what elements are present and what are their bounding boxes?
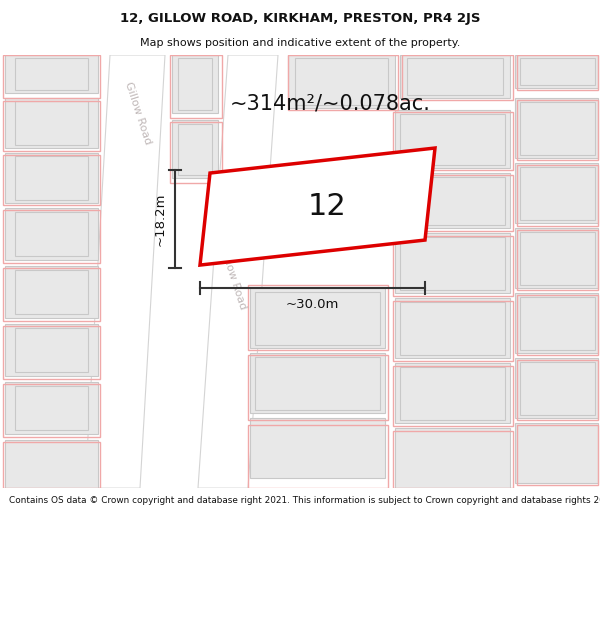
Polygon shape bbox=[520, 102, 595, 155]
Polygon shape bbox=[5, 382, 98, 434]
Polygon shape bbox=[15, 270, 88, 314]
Polygon shape bbox=[395, 363, 510, 423]
Polygon shape bbox=[400, 114, 505, 165]
Polygon shape bbox=[85, 55, 165, 488]
Polygon shape bbox=[400, 55, 510, 98]
Polygon shape bbox=[400, 302, 505, 355]
Text: ~314m²/~0.078ac.: ~314m²/~0.078ac. bbox=[230, 93, 430, 113]
Polygon shape bbox=[178, 58, 212, 110]
Polygon shape bbox=[515, 55, 598, 88]
Polygon shape bbox=[520, 297, 595, 350]
Polygon shape bbox=[255, 357, 380, 410]
Polygon shape bbox=[250, 288, 385, 348]
Text: Gillow Road: Gillow Road bbox=[218, 246, 248, 311]
Polygon shape bbox=[395, 298, 510, 358]
Polygon shape bbox=[395, 110, 510, 168]
Polygon shape bbox=[288, 55, 395, 108]
Polygon shape bbox=[5, 266, 98, 318]
Text: ~30.0m: ~30.0m bbox=[286, 298, 339, 311]
Polygon shape bbox=[15, 386, 88, 430]
Polygon shape bbox=[5, 153, 98, 203]
Polygon shape bbox=[520, 58, 595, 85]
Polygon shape bbox=[5, 208, 98, 260]
Polygon shape bbox=[400, 237, 505, 290]
Polygon shape bbox=[5, 324, 98, 376]
Polygon shape bbox=[395, 428, 510, 488]
Polygon shape bbox=[515, 423, 598, 483]
Polygon shape bbox=[178, 124, 212, 175]
Text: Gillow Road: Gillow Road bbox=[123, 81, 153, 146]
Polygon shape bbox=[515, 98, 598, 158]
Polygon shape bbox=[520, 232, 595, 285]
Text: Contains OS data © Crown copyright and database right 2021. This information is : Contains OS data © Crown copyright and d… bbox=[9, 496, 600, 506]
Polygon shape bbox=[515, 358, 598, 418]
Polygon shape bbox=[515, 293, 598, 353]
Text: 12, GILLOW ROAD, KIRKHAM, PRESTON, PR4 2JS: 12, GILLOW ROAD, KIRKHAM, PRESTON, PR4 2… bbox=[120, 12, 480, 25]
Text: 12: 12 bbox=[308, 192, 347, 221]
Polygon shape bbox=[172, 120, 218, 178]
Polygon shape bbox=[5, 55, 98, 93]
Polygon shape bbox=[395, 233, 510, 293]
Polygon shape bbox=[198, 55, 278, 488]
Polygon shape bbox=[520, 362, 595, 415]
Polygon shape bbox=[400, 367, 505, 420]
Polygon shape bbox=[200, 148, 435, 265]
Polygon shape bbox=[15, 212, 88, 256]
Polygon shape bbox=[250, 353, 385, 413]
Polygon shape bbox=[250, 418, 385, 478]
Polygon shape bbox=[15, 101, 88, 145]
Text: ~18.2m: ~18.2m bbox=[154, 192, 167, 246]
Text: Map shows position and indicative extent of the property.: Map shows position and indicative extent… bbox=[140, 39, 460, 49]
Polygon shape bbox=[15, 156, 88, 200]
Polygon shape bbox=[5, 98, 98, 148]
Polygon shape bbox=[15, 328, 88, 372]
Polygon shape bbox=[172, 55, 218, 113]
Polygon shape bbox=[520, 167, 595, 220]
Polygon shape bbox=[395, 173, 510, 228]
Polygon shape bbox=[407, 58, 503, 95]
Polygon shape bbox=[5, 440, 98, 488]
Polygon shape bbox=[400, 177, 505, 225]
Polygon shape bbox=[295, 58, 388, 105]
Polygon shape bbox=[15, 58, 88, 90]
Polygon shape bbox=[515, 228, 598, 288]
Polygon shape bbox=[515, 163, 598, 223]
Polygon shape bbox=[255, 292, 380, 345]
